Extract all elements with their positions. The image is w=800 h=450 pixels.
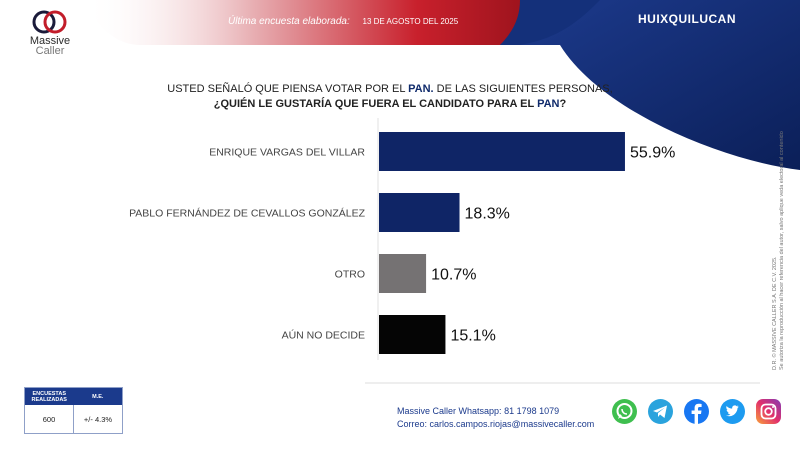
stats-header-row: ENCUESTAS REALIZADAS M.E. [25,388,122,405]
survey-date: Última encuesta elaborada: 13 DE AGOSTO … [228,16,458,27]
social-icons [611,398,782,425]
contact-whatsapp: Massive Caller Whatsapp: 81 1798 1079 [397,405,594,418]
bar-chart: ENRIQUE VARGAS DEL VILLAR 55.9% PABLO FERN… [129,132,675,354]
category-label: ENRIQUE VARGAS DEL VILLAR [209,147,365,159]
question-line-2-prefix: ¿QUIÉN LE GUSTARÍA QUE FUERA EL CANDIDAT… [213,98,538,110]
category-label: PABLO FERNÁNDEZ DE CEVALLOS GONZÁLEZ [129,207,366,220]
value-label: 55.9% [630,145,675,162]
stats-value-row: 600 +/- 4.3% [25,405,122,433]
bar [379,132,625,171]
question-line-2: ¿QUIÉN LE GUSTARÍA QUE FUERA EL CANDIDAT… [160,97,620,112]
telegram-icon[interactable] [647,398,674,425]
whatsapp-icon[interactable] [611,398,638,425]
copyright-line-1: D.R. © MASSIVE CALLER S.A. DE C.V. 2025. [772,256,778,370]
question-line-1-prefix: USTED SEÑALÓ QUE PIENSA VOTAR POR EL [167,83,409,95]
brand-name-line2: Caller [35,45,65,57]
question-line-2-suffix: ? [559,98,567,110]
whatsapp-label: Massive Caller Whatsapp: [397,406,502,416]
brand-logo: Massive Caller [20,8,80,57]
brand-name-line1: Massive [29,35,71,47]
value-label: 18.3% [465,206,510,223]
contact-email: Correo: carlos.campos.riojas@massivecall… [397,418,594,431]
bar [379,254,427,293]
survey-date-value: 13 DE AGOSTO DEL 2025 [362,17,459,26]
stats-header-margin: M.E. [92,393,104,400]
category-label: AÚN NO DECIDE [282,329,365,342]
copyright-line-2: Se autoriza la reproducción al hacer ref… [779,131,785,370]
email-label: Correo: [397,419,428,429]
facebook-icon[interactable] [683,398,710,425]
question-line-2-party: PAN [537,98,560,110]
survey-stats-table: ENCUESTAS REALIZADAS M.E. 600 +/- 4.3% [24,387,123,434]
region-title: HUIXQUILUCAN [638,12,736,26]
value-label: 15.1% [450,328,495,345]
survey-question: USTED SEÑALÓ QUE PIENSA VOTAR POR EL PAN… [160,82,620,112]
email-address[interactable]: carlos.campos.riojas@massivecaller.com [429,419,595,429]
question-line-1: USTED SEÑALÓ QUE PIENSA VOTAR POR EL PAN… [160,82,620,97]
question-line-1-party: PAN. [408,83,434,95]
massive-caller-logo-icon [32,10,67,34]
twitter-icon[interactable] [719,398,746,425]
stats-header-surveys: ENCUESTAS REALIZADAS [31,390,67,403]
category-label: OTRO [335,269,365,281]
contact-info: Massive Caller Whatsapp: 81 1798 1079 Co… [397,405,594,431]
stats-value-margin: +/- 4.3% [83,414,113,424]
bar [379,193,460,232]
bar [379,315,446,354]
value-label: 10.7% [431,267,476,284]
question-line-1-suffix: DE LAS SIGUIENTES PERSONAS, [433,83,613,95]
instagram-icon[interactable] [755,398,782,425]
copyright-note: D.R. © MASSIVE CALLER S.A. DE C.V. 2025.… [772,131,786,370]
whatsapp-number[interactable]: 81 1798 1079 [504,406,560,416]
survey-date-label: Última encuesta elaborada: [228,16,350,27]
stats-value-surveys: 600 [25,405,74,433]
